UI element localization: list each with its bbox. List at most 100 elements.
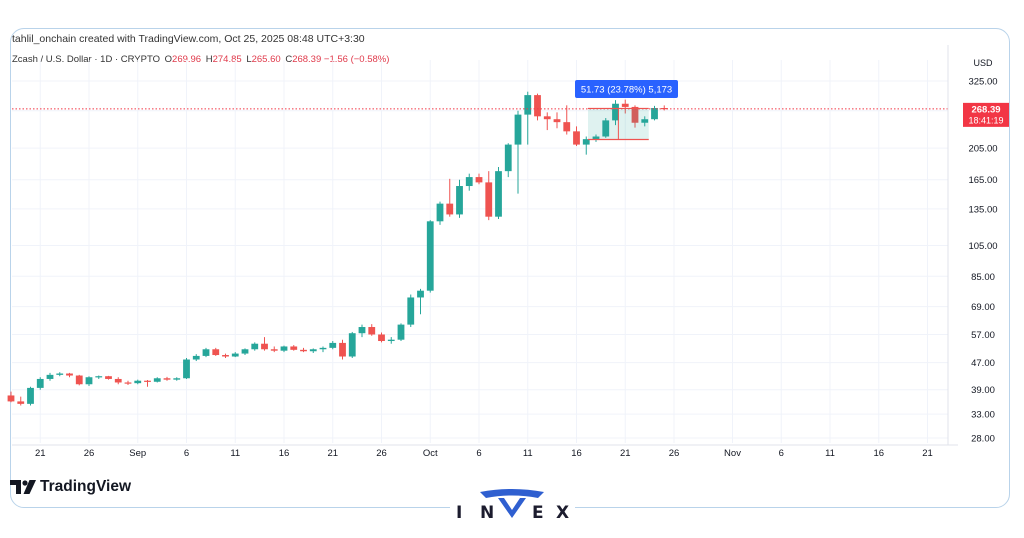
candle-body[interactable] (46, 374, 54, 379)
candle-body[interactable] (563, 122, 571, 132)
candle-body[interactable] (407, 297, 415, 325)
candle-body[interactable] (397, 324, 405, 340)
y-tick-label: 325.00 (968, 77, 997, 88)
candle-body[interactable] (144, 380, 151, 382)
y-tick-label: 28.00 (971, 434, 995, 445)
invex-logo-mark: I N V E X (456, 489, 569, 523)
candle-body[interactable] (358, 327, 366, 334)
candle-body[interactable] (543, 116, 551, 120)
candle-body[interactable] (153, 378, 161, 382)
measure-label-box (575, 80, 678, 98)
candle-body[interactable] (173, 378, 181, 380)
candle-body[interactable] (270, 349, 278, 351)
candle-body[interactable] (612, 103, 619, 121)
candle-body[interactable] (602, 120, 610, 137)
candle-body[interactable] (27, 387, 34, 404)
candle-body[interactable] (631, 106, 639, 123)
low-label: L (246, 54, 252, 65)
symbol-name[interactable]: Zcash / U.S. Dollar · 1D · CRYPTO (12, 54, 160, 65)
x-tick-label: 11 (523, 448, 533, 459)
change-value: −1.56 (−0.58%) (323, 54, 390, 65)
candle-body[interactable] (7, 395, 15, 402)
candle-body[interactable] (280, 346, 288, 351)
candle-body[interactable] (95, 376, 103, 378)
candle-body[interactable] (85, 377, 93, 385)
candle-body[interactable] (36, 378, 44, 388)
candle-body[interactable] (378, 334, 385, 342)
x-tick-label: 16 (279, 448, 290, 459)
candle-body[interactable] (163, 378, 171, 380)
candle-body[interactable] (319, 347, 327, 350)
tradingview-logo[interactable]: TradingView (10, 478, 131, 496)
candle-body[interactable] (75, 375, 83, 385)
candle-body[interactable] (573, 131, 580, 145)
x-tick-label: 26 (669, 448, 680, 459)
candle-body[interactable] (134, 380, 142, 384)
candle-body[interactable] (212, 349, 220, 356)
candle-body[interactable] (368, 327, 376, 335)
candle-body[interactable] (553, 119, 561, 123)
bar-countdown: 18:41:19 (968, 115, 1003, 125)
open-label: O (164, 54, 173, 65)
candle-body[interactable] (114, 378, 122, 383)
candle-body[interactable] (231, 353, 239, 357)
candle-body[interactable] (56, 373, 64, 375)
candle-body[interactable] (475, 177, 483, 183)
candle-body[interactable] (290, 346, 298, 350)
candle-body[interactable] (329, 342, 337, 348)
candle-body[interactable] (66, 373, 73, 376)
invex-letter-n: N (480, 503, 494, 523)
candle-body[interactable] (524, 95, 532, 115)
y-tick-label: 105.00 (968, 241, 997, 252)
close-label: C (285, 54, 293, 65)
candle-body[interactable] (651, 107, 658, 120)
candle-body[interactable] (202, 349, 210, 356)
candle-body[interactable] (436, 203, 444, 222)
candle-body[interactable] (222, 355, 229, 357)
candle-body[interactable] (105, 376, 112, 379)
candle-body[interactable] (446, 203, 454, 215)
candle-body[interactable] (309, 349, 317, 352)
candles-group (7, 91, 668, 406)
candle-body[interactable] (300, 349, 307, 352)
high-value: 274.85 (212, 54, 242, 65)
candle-body[interactable] (183, 359, 190, 379)
x-tick-label: 16 (873, 448, 884, 459)
candle-body[interactable] (592, 136, 600, 140)
open-value: 269.96 (172, 54, 202, 65)
x-tick-label: 21 (327, 448, 338, 459)
x-tick-label: 6 (779, 448, 784, 459)
candle-body[interactable] (124, 382, 132, 384)
candle-body[interactable] (387, 339, 395, 342)
candle-body[interactable] (417, 290, 424, 298)
candle-body[interactable] (192, 355, 200, 360)
candle-body[interactable] (504, 144, 512, 172)
candle-body[interactable] (485, 182, 493, 217)
candle-body[interactable] (426, 221, 434, 291)
candle-body[interactable] (348, 333, 356, 357)
x-tick-label: Nov (724, 448, 741, 459)
candle-body[interactable] (534, 95, 541, 117)
candle-body[interactable] (621, 103, 629, 107)
y-tick-label: 39.00 (971, 385, 995, 396)
current-price-value: 268.39 (971, 104, 1000, 115)
measure-label-text: 51.73 (23.78%) 5,173 (581, 85, 672, 96)
candle-body[interactable] (251, 343, 259, 350)
x-tick-label: 21 (35, 448, 46, 459)
candle-body[interactable] (514, 114, 522, 145)
candle-body[interactable] (641, 119, 649, 123)
candle-body[interactable] (17, 401, 25, 404)
candle-body[interactable] (456, 186, 463, 215)
candle-body[interactable] (582, 139, 590, 145)
candle-body[interactable] (261, 343, 268, 350)
candle-body[interactable] (495, 171, 502, 217)
x-tick-label: Oct (423, 448, 438, 459)
candle-body[interactable] (241, 349, 249, 354)
candle-body[interactable] (339, 342, 346, 357)
tradingview-logo-icon (10, 480, 36, 494)
y-tick-label: 69.00 (971, 302, 995, 313)
candle-body[interactable] (465, 177, 473, 187)
x-tick-label: 21 (620, 448, 631, 459)
invex-letter-e: E (532, 503, 544, 523)
